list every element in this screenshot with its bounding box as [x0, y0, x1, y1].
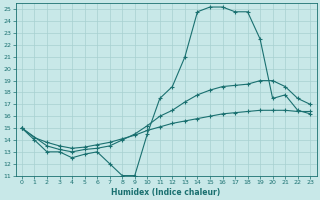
X-axis label: Humidex (Indice chaleur): Humidex (Indice chaleur) — [111, 188, 221, 197]
